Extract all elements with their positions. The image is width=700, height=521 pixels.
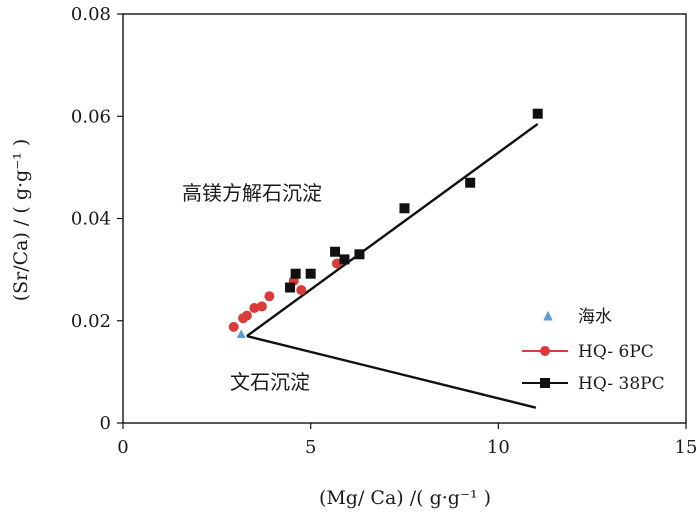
data-point-hq38pc: [305, 268, 316, 279]
boundary-lines-layer: [246, 122, 539, 409]
data-point-hq38pc: [354, 249, 365, 260]
x-tick-label: 5: [305, 437, 316, 458]
data-point-hq6pc: [249, 302, 260, 313]
x-tick-label: 10: [487, 437, 510, 458]
annotation-aragonite: 文石沉淀: [230, 370, 310, 394]
y-tick-label: 0.02: [71, 311, 111, 332]
upper-boundary-line: [246, 122, 539, 338]
lower-boundary-line: [246, 334, 537, 409]
data-point-hq38pc: [465, 177, 476, 188]
data-point-hq6pc: [256, 301, 267, 312]
legend-symbol-hq6pc: [522, 346, 568, 356]
legend-label-hq6pc: HQ- 6PC: [578, 342, 654, 362]
x-tick-label: 0: [117, 437, 128, 458]
tick-layer: 0 5 10 15 0 0.02 0.04 0.06 0.08: [71, 4, 698, 458]
legend-symbol-hq38pc: [522, 378, 568, 388]
data-point-hq38pc: [532, 108, 543, 119]
data-point-hq38pc: [290, 268, 301, 279]
x-tick-label: 15: [675, 437, 698, 458]
legend: 海水 HQ- 6PC HQ- 38PC: [522, 307, 665, 394]
y-axis-title: (Sr/Ca) / ( g·g⁻¹ ): [10, 139, 32, 302]
legend-marker-hq6pc: [540, 346, 550, 356]
data-point-hq38pc: [399, 203, 410, 214]
y-tick-label: 0.08: [71, 4, 111, 25]
legend-marker-hq38pc: [540, 378, 550, 388]
x-axis-title: (Mg/ Ca) /( g·g⁻¹ ): [319, 487, 491, 509]
legend-label-hq38pc: HQ- 38PC: [578, 374, 665, 394]
y-tick-label: 0.04: [71, 209, 111, 230]
annotation-high-mg-calcite: 高镁方解石沉淀: [182, 181, 322, 205]
data-point-hq6pc: [241, 310, 252, 321]
y-tick-label: 0: [100, 413, 111, 434]
legend-label-seawater: 海水: [578, 307, 612, 327]
data-points-layer: [228, 108, 543, 339]
data-point-hq6pc: [331, 258, 342, 269]
data-point-hq38pc: [285, 282, 296, 293]
data-point-hq6pc: [296, 285, 307, 296]
legend-symbol-seawater: [543, 310, 553, 321]
legend-marker-seawater: [543, 310, 553, 321]
data-point-hq38pc: [330, 246, 341, 257]
data-point-hq6pc: [264, 291, 275, 302]
data-point-seawater: [236, 329, 246, 339]
data-point-hq38pc: [339, 254, 350, 265]
y-tick-label: 0.06: [71, 106, 111, 127]
data-point-hq6pc: [228, 321, 239, 332]
